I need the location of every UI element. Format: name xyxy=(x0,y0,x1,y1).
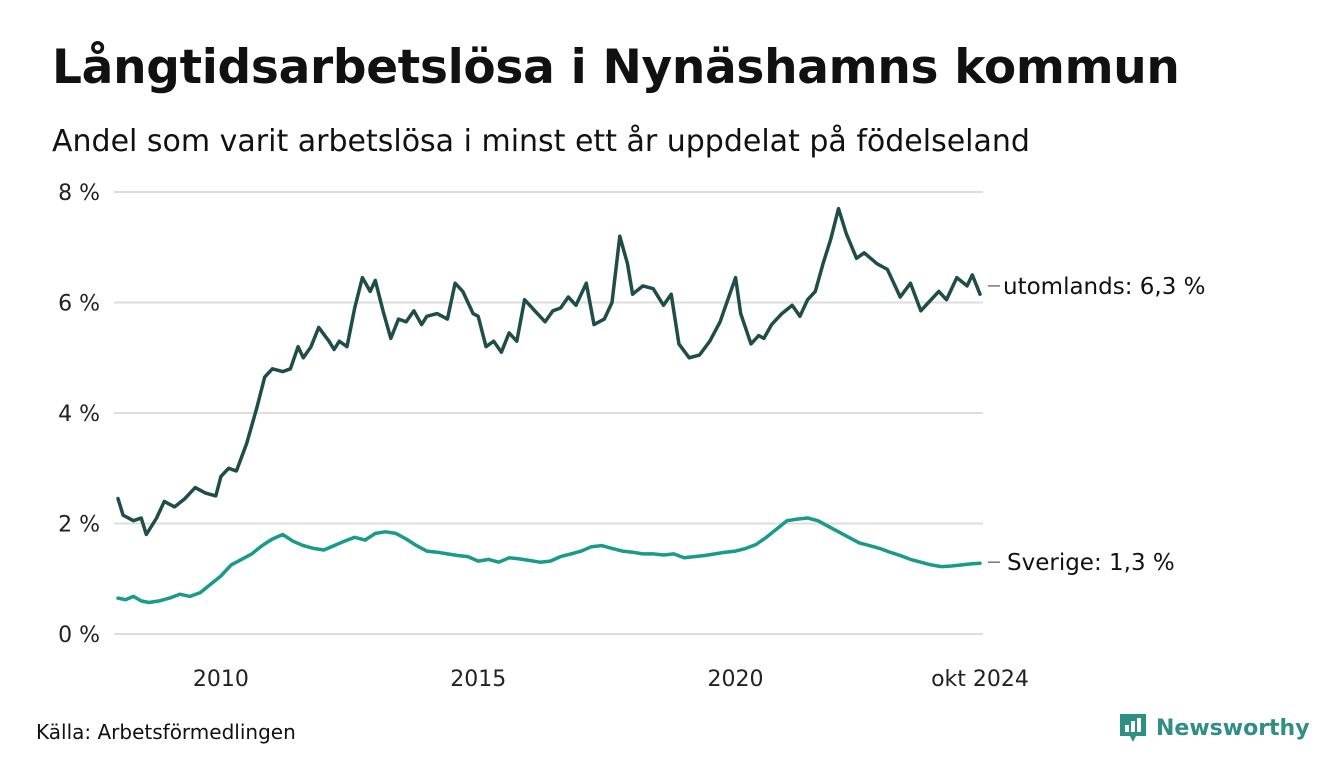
chart-subtitle: Andel som varit arbetslösa i minst ett å… xyxy=(52,124,1030,159)
y-tick-label: 4 % xyxy=(58,402,100,427)
brand-logo: Newsworthy xyxy=(1118,712,1310,744)
grid-lines xyxy=(114,191,983,635)
series-line-sverige xyxy=(116,516,982,605)
source-note: Källa: Arbetsförmedlingen xyxy=(36,720,296,744)
y-tick-label: 8 % xyxy=(58,181,100,206)
series-label-sverige: Sverige: 1,3 % xyxy=(1007,550,1175,576)
chart-title: Långtidsarbetslösa i Nynäshamns kommun xyxy=(52,40,1180,95)
y-tick-label: 6 % xyxy=(58,292,100,317)
series-end-labels: utomlands: 6,3 % Sverige: 1,3 % xyxy=(988,274,1206,576)
series-label-utomlands: utomlands: 6,3 % xyxy=(1003,274,1206,300)
x-tick-label: okt 2024 xyxy=(931,667,1029,692)
brand-name: Newsworthy xyxy=(1156,715,1310,741)
newsworthy-logo-icon xyxy=(1120,714,1146,742)
x-tick-label: 2020 xyxy=(708,667,764,692)
x-tick-label: 2015 xyxy=(450,667,506,692)
y-tick-label: 2 % xyxy=(58,513,100,538)
y-axis-ticks: 0 % 2 % 4 % 6 % 8 % xyxy=(58,181,100,648)
series-line-utomlands xyxy=(116,206,982,537)
x-axis-ticks: 2010 2015 2020 okt 2024 xyxy=(193,667,1029,692)
x-tick-label: 2010 xyxy=(193,667,249,692)
y-tick-label: 0 % xyxy=(58,623,100,648)
series-lines xyxy=(116,206,982,605)
